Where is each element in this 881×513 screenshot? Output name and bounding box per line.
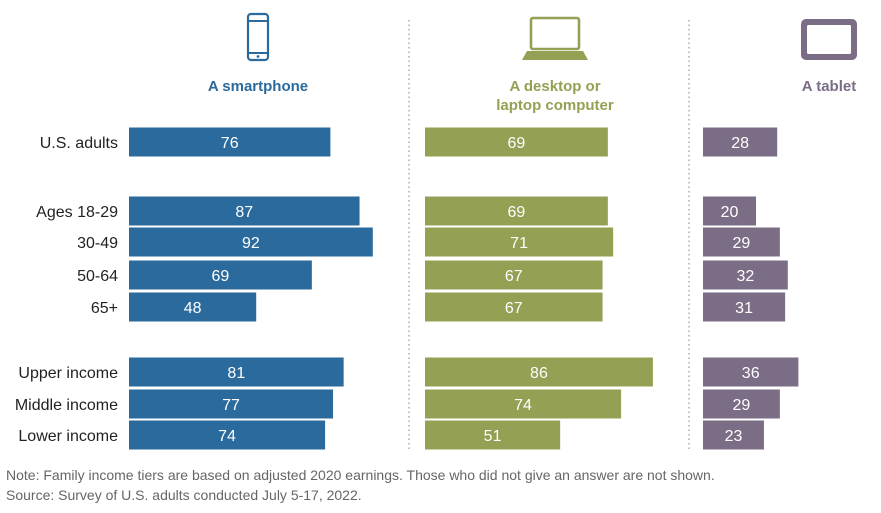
bar xyxy=(425,357,653,387)
bar xyxy=(425,420,561,450)
bar-value-label: 77 xyxy=(222,397,240,414)
bar-value-label: 86 xyxy=(530,365,548,382)
bar-value-label: 92 xyxy=(242,235,260,252)
bar xyxy=(129,357,344,387)
bar-value-label: 67 xyxy=(505,300,523,317)
bar xyxy=(129,292,257,322)
bar-value-label: 32 xyxy=(737,268,755,285)
category-label: 30-49 xyxy=(77,235,118,252)
bar xyxy=(703,260,788,290)
series-header-3: A tablet xyxy=(802,78,856,95)
bar-value-label: 51 xyxy=(484,428,502,445)
bar-value-label: 74 xyxy=(218,428,236,445)
bar xyxy=(425,227,614,257)
series-header-2: laptop computer xyxy=(496,97,614,114)
bar xyxy=(703,196,756,226)
bar-value-label: 31 xyxy=(735,300,753,317)
bar xyxy=(703,357,799,387)
bar-value-label: 20 xyxy=(721,204,739,221)
bar xyxy=(425,292,603,322)
bar-value-label: 48 xyxy=(184,300,202,317)
bar xyxy=(703,227,780,257)
tablet-icon xyxy=(801,19,857,60)
bar-value-label: 81 xyxy=(227,365,245,382)
bar xyxy=(425,127,608,157)
chart-note: Note: Family income tiers are based on a… xyxy=(6,467,715,483)
bar-value-label: 67 xyxy=(505,268,523,285)
category-label: Upper income xyxy=(18,365,118,382)
bar xyxy=(425,389,622,419)
bar xyxy=(129,420,326,450)
bar-value-label: 29 xyxy=(733,397,751,414)
category-label: Ages 18-29 xyxy=(36,204,118,221)
bar xyxy=(129,260,312,290)
bar-value-label: 69 xyxy=(212,268,230,285)
bar xyxy=(703,389,780,419)
category-label: Lower income xyxy=(18,428,118,445)
bar-value-label: 69 xyxy=(508,135,526,152)
laptop-icon xyxy=(522,16,588,60)
bar-value-label: 29 xyxy=(733,235,751,252)
series-header-1: A smartphone xyxy=(208,78,308,95)
bar-value-label: 71 xyxy=(510,235,528,252)
series-header-2: A desktop or xyxy=(509,78,600,95)
chart-source: Source: Survey of U.S. adults conducted … xyxy=(6,487,362,503)
bar xyxy=(703,420,764,450)
bar xyxy=(425,196,608,226)
bar xyxy=(129,227,373,257)
bar-value-label: 74 xyxy=(514,397,532,414)
bar-value-label: 28 xyxy=(731,135,749,152)
category-label: U.S. adults xyxy=(40,135,118,152)
category-label: Middle income xyxy=(15,397,118,414)
bar-value-label: 36 xyxy=(742,365,760,382)
bar-value-label: 87 xyxy=(235,204,253,221)
smartphone-icon xyxy=(246,12,270,62)
bar-value-label: 23 xyxy=(725,428,743,445)
bar xyxy=(703,292,786,322)
bar xyxy=(129,196,360,226)
bar-value-label: 76 xyxy=(221,135,239,152)
category-label: 65+ xyxy=(91,300,118,317)
category-label: 50-64 xyxy=(77,268,118,285)
bar xyxy=(703,127,778,157)
bar xyxy=(425,260,603,290)
bar xyxy=(129,127,331,157)
bar-value-label: 69 xyxy=(508,204,526,221)
bar xyxy=(129,389,334,419)
